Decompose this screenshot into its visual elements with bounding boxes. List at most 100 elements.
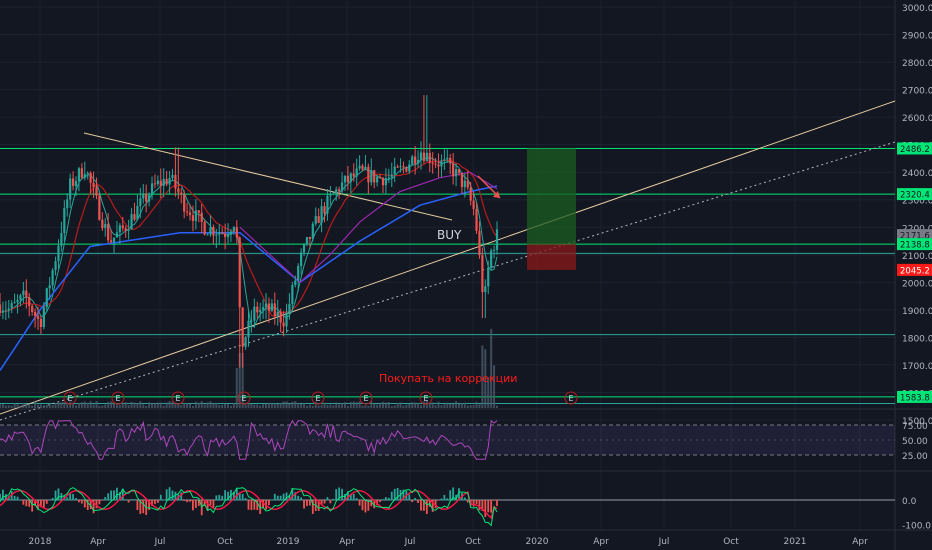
macd-histogram-bar: [425, 500, 428, 514]
volume-bar: [92, 404, 95, 408]
volume-bar: [77, 402, 80, 408]
price-badge-label: 1583.8: [900, 393, 930, 403]
candle-body: [472, 200, 475, 210]
volume-bar: [139, 401, 142, 408]
candle-body: [294, 280, 297, 286]
macd-histogram-bar: [218, 494, 221, 501]
candle-body: [314, 216, 317, 224]
macd-histogram-bar: [437, 500, 440, 501]
volume-bar: [285, 401, 288, 408]
candle-body: [478, 230, 481, 256]
volume-bar: [463, 402, 466, 408]
price-tick-label: 2300.0: [902, 197, 932, 207]
macd-histogram-bar: [51, 497, 54, 501]
volume-bar: [376, 404, 379, 408]
time-tick-label: Jul: [154, 537, 166, 547]
macd-histogram-bar: [323, 500, 326, 504]
macd-histogram-bar: [83, 500, 86, 508]
macd-histogram-bar: [344, 494, 346, 501]
earnings-marker-label: E: [175, 394, 180, 403]
volume-bar: [487, 377, 490, 408]
candle-body: [323, 206, 326, 214]
macd-histogram-bar: [320, 500, 323, 506]
candle-body: [63, 208, 66, 234]
ma-slow-line: [0, 185, 498, 371]
volume-bar: [387, 402, 390, 408]
candle-body: [396, 166, 399, 168]
volume-bar: [95, 401, 98, 408]
candle-body: [206, 234, 209, 236]
candle-body: [256, 306, 259, 313]
macd-histogram-bar: [463, 497, 466, 501]
volume-bar: [60, 402, 63, 408]
earnings-marker-label: E: [315, 394, 320, 403]
candle-body: [22, 290, 25, 296]
macd-histogram-bar: [124, 499, 127, 501]
candle-body: [241, 307, 244, 347]
position-profit-zone: [527, 148, 576, 245]
macd-histogram-bar: [42, 500, 45, 508]
macd-tick-label: -100.0: [902, 522, 931, 532]
macd-histogram-bar: [10, 491, 13, 501]
volume-bar: [197, 402, 200, 408]
macd-histogram-bar: [244, 498, 247, 501]
candle-body: [434, 163, 437, 165]
volume-bar: [452, 403, 455, 408]
macd-histogram-bar: [355, 498, 358, 501]
volume-bar: [256, 404, 259, 408]
volume-bar: [104, 404, 107, 408]
candle-body: [28, 297, 31, 306]
volume-bar: [455, 401, 458, 408]
macd-histogram-bar: [493, 500, 495, 501]
volume-bar: [428, 402, 431, 408]
trend-lines: [0, 100, 896, 421]
volume-bar: [332, 405, 335, 408]
candle-body: [352, 173, 355, 177]
macd-histogram-bar: [393, 488, 396, 501]
volume-bar: [443, 404, 446, 408]
price-badge-label: 2320.4: [900, 191, 930, 201]
macd-histogram-bar: [411, 500, 414, 503]
candle-body: [490, 250, 493, 268]
macd-histogram-bar: [423, 500, 425, 511]
time-tick-label: Oct: [465, 537, 481, 547]
earnings-marker-circle: [419, 391, 433, 405]
candle-body: [16, 299, 19, 303]
volume-bar: [127, 405, 130, 408]
candle-body: [83, 173, 86, 178]
candle-body: [431, 162, 434, 164]
volume-bar: [159, 402, 162, 408]
candle-body: [107, 223, 110, 241]
macd-histogram-bar: [332, 498, 335, 501]
macd-histogram-bar: [151, 500, 153, 506]
volume-bar: [247, 402, 250, 408]
price-tick-label: 2000.0: [902, 279, 932, 289]
volume-bar: [373, 403, 376, 408]
long-position-tool[interactable]: [527, 148, 576, 270]
volume-bars: [0, 328, 498, 408]
price-tick-label: 2600.0: [902, 114, 932, 124]
volume-bar: [189, 403, 192, 408]
macd-histogram-bar: [66, 497, 69, 501]
volume-bar: [98, 405, 101, 408]
volume-bar: [481, 345, 484, 408]
candle-body: [317, 216, 320, 223]
volume-bar: [349, 401, 352, 408]
time-axis: 2018 Apr Jul Oct 2019 Apr Jul Oct 2020 Apr Jul Oct 2…: [29, 537, 869, 547]
volume-bar: [110, 401, 113, 408]
macd-histogram-bar: [80, 500, 83, 504]
candle-body: [355, 168, 358, 177]
volume-bar: [4, 405, 7, 408]
volume-bar: [273, 403, 276, 408]
volume-bar: [165, 402, 168, 408]
macd-histogram-bar: [241, 494, 244, 501]
candle-body: [148, 195, 151, 202]
candle-body: [416, 159, 420, 164]
volume-bar: [156, 402, 159, 408]
volume-bar: [162, 405, 165, 408]
volume-bar: [151, 403, 154, 408]
candle-body: [45, 288, 48, 308]
macd-histogram-bar: [247, 500, 250, 510]
